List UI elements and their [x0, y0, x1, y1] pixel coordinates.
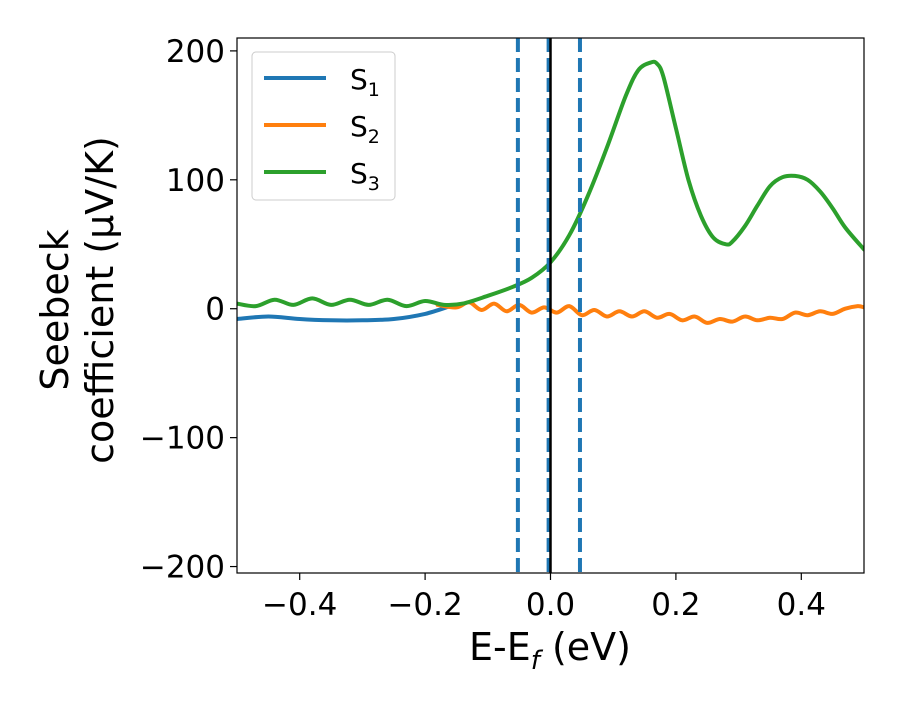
series-line-s1 — [237, 304, 453, 323]
legend-label-s2: S2 — [350, 110, 380, 148]
y-axis: −200 −100 0 100 200 — [140, 34, 237, 586]
y-tick-label: 100 — [166, 163, 225, 199]
legend-label-s1: S1 — [350, 63, 380, 101]
y-tick-label: 0 — [205, 292, 225, 328]
y-tick-label: −100 — [140, 421, 225, 457]
series-line-s3 — [237, 59, 864, 309]
y-tick-label: 200 — [166, 34, 225, 70]
legend-label-s3: S3 — [350, 157, 380, 195]
x-axis-label: E-Ef (eV) — [469, 625, 631, 676]
x-tick-label: 0.0 — [526, 587, 575, 623]
y-axis-label-line2: coefficient (μV/K) — [78, 136, 122, 464]
legend: S1 S2 S3 — [251, 51, 396, 201]
x-tick-label: 0.4 — [777, 587, 826, 623]
x-tick-label: −0.2 — [387, 587, 462, 623]
y-axis-label-line1: Seebeck — [33, 229, 77, 390]
x-tick-label: 0.2 — [651, 587, 700, 623]
y-tick-label: −200 — [140, 550, 225, 586]
series-line-s2 — [435, 300, 864, 325]
x-axis: −0.4 −0.2 0.0 0.2 0.4 — [262, 573, 826, 623]
x-tick-label: −0.4 — [262, 587, 337, 623]
plot-area — [237, 38, 864, 573]
